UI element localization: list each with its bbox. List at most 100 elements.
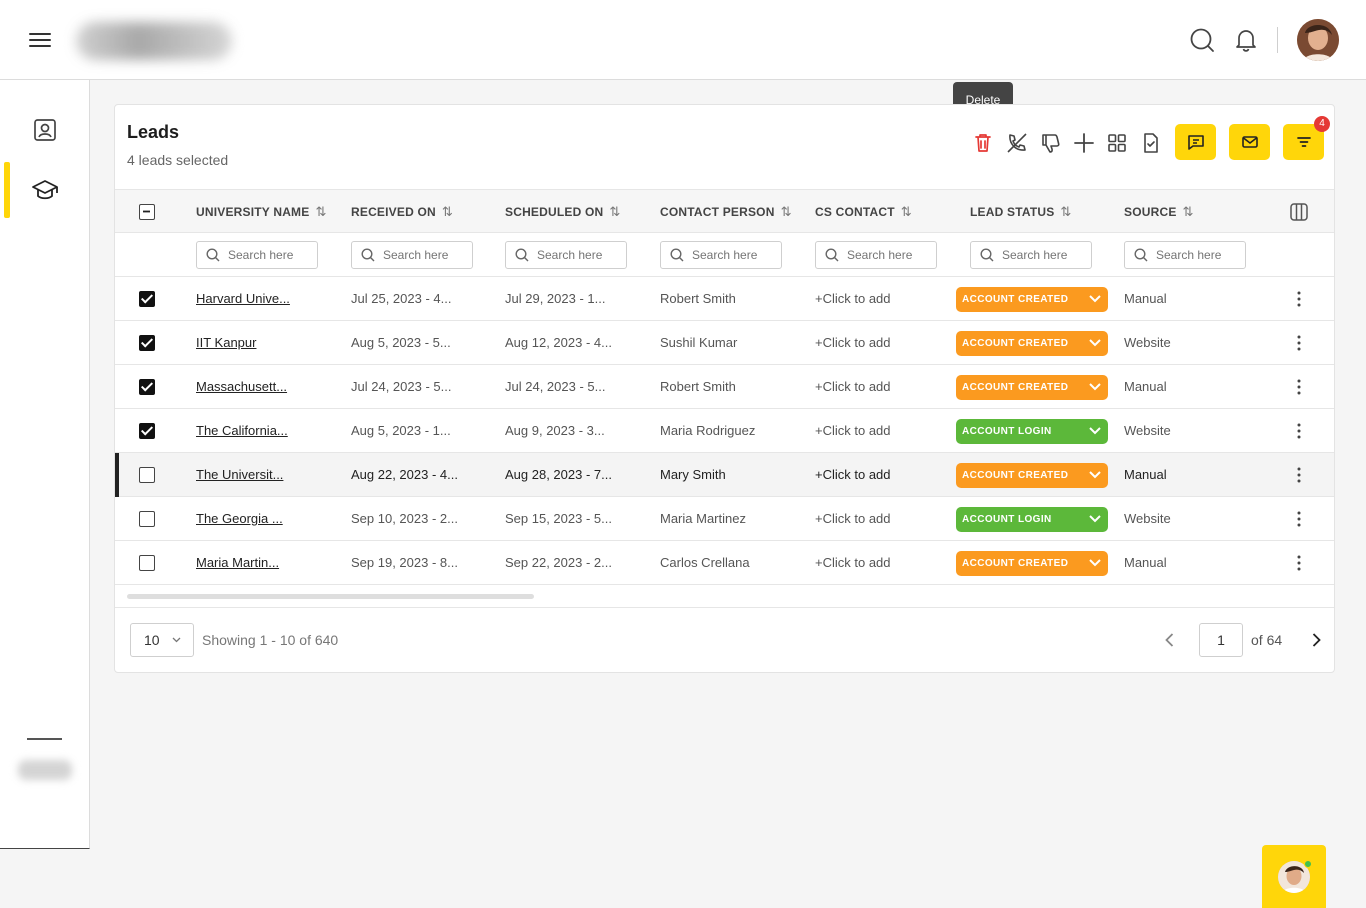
cs-contact-add[interactable]: +Click to add (815, 555, 891, 570)
email-button[interactable] (1229, 124, 1270, 160)
message-button[interactable] (1175, 124, 1216, 160)
sort-icon[interactable]: ⇅ (315, 204, 327, 219)
lead-status-dropdown[interactable]: ACCOUNT CREATED (956, 463, 1108, 488)
sidebar-item-contacts[interactable] (0, 102, 90, 158)
university-link[interactable]: Massachusett... (196, 379, 288, 394)
table-row[interactable]: Maria Martin... Sep 19, 2023 - 8... Sep 22… (115, 541, 1334, 585)
cs-contact-add[interactable]: +Click to add (815, 291, 891, 306)
page-size-select[interactable]: 10 (130, 623, 194, 657)
showing-range: Showing 1 - 10 of 640 (202, 632, 339, 648)
cs-contact-add[interactable]: +Click to add (815, 467, 891, 482)
received-on: Aug 5, 2023 - 5... (351, 335, 451, 350)
search-input-status[interactable] (970, 241, 1092, 269)
table-row[interactable]: The California... Aug 5, 2023 - 1... Aug 9… (115, 409, 1334, 453)
table-row[interactable]: IIT Kanpur Aug 5, 2023 - 5... Aug 12, 2023… (115, 321, 1334, 365)
search-icon[interactable] (1188, 26, 1216, 54)
received-on: Sep 19, 2023 - 8... (351, 555, 458, 570)
lead-status-dropdown[interactable]: ACCOUNT LOGIN (956, 419, 1108, 444)
contact-person: Robert Smith (660, 379, 736, 394)
total-pages: of 64 (1251, 632, 1283, 648)
university-link[interactable]: The California... (196, 423, 288, 438)
row-checkbox[interactable] (139, 335, 155, 351)
sort-icon[interactable]: ⇅ (609, 204, 621, 219)
column-header-cs-contact[interactable]: CS CONTACT ⇅ (815, 204, 912, 219)
table-row[interactable]: The Universit... Aug 22, 2023 - 4... Aug 2… (115, 453, 1334, 497)
lead-status-dropdown[interactable]: ACCOUNT CREATED (956, 375, 1108, 400)
row-checkbox[interactable] (139, 555, 155, 571)
scheduled-on: Jul 24, 2023 - 5... (505, 379, 606, 394)
lead-status-dropdown[interactable]: ACCOUNT LOGIN (956, 507, 1108, 532)
table-row[interactable]: Massachusett... Jul 24, 2023 - 5... Jul 24… (115, 365, 1334, 409)
filter-count-badge: 4 (1314, 116, 1330, 132)
select-all-checkbox[interactable] (139, 204, 155, 220)
thumbs-down-icon[interactable] (1039, 131, 1063, 155)
sidebar-item-universities[interactable] (0, 162, 90, 218)
horizontal-scrollbar[interactable] (127, 594, 534, 599)
bell-icon[interactable] (1232, 26, 1260, 54)
more-options-icon[interactable] (1291, 553, 1307, 573)
table-row[interactable]: The Georgia ... Sep 10, 2023 - 2... Sep 15… (115, 497, 1334, 541)
row-checkbox[interactable] (139, 379, 155, 395)
page-number-input[interactable]: 1 (1199, 623, 1243, 657)
sort-icon[interactable]: ⇅ (441, 204, 453, 219)
filter-button[interactable]: 4 (1283, 116, 1330, 160)
university-link[interactable]: The Universit... (196, 467, 284, 482)
university-link[interactable]: The Georgia ... (196, 511, 283, 526)
column-header-university[interactable]: UNIVERSITY NAME ⇅ (196, 204, 327, 219)
selection-count: 4 leads selected (127, 152, 229, 168)
sidebar-footer (18, 760, 72, 780)
sort-icon[interactable]: ⇅ (1060, 204, 1072, 219)
add-icon[interactable] (1072, 131, 1096, 155)
search-input-received[interactable] (351, 241, 473, 269)
cs-contact-add[interactable]: +Click to add (815, 511, 891, 526)
previous-page-button[interactable] (1161, 631, 1179, 649)
chat-support-button[interactable] (1262, 845, 1326, 908)
search-input-cs-contact[interactable] (815, 241, 937, 269)
more-options-icon[interactable] (1291, 377, 1307, 397)
columns-icon[interactable] (1290, 203, 1308, 221)
more-options-icon[interactable] (1291, 289, 1307, 309)
column-header-scheduled[interactable]: SCHEDULED ON ⇅ (505, 204, 621, 219)
university-link[interactable]: IIT Kanpur (196, 335, 257, 350)
sort-icon[interactable]: ⇅ (1182, 204, 1194, 219)
row-checkbox[interactable] (139, 423, 155, 439)
lead-source: Manual (1124, 291, 1167, 306)
university-link[interactable]: Harvard Unive... (196, 291, 290, 306)
call-off-icon[interactable] (1005, 131, 1029, 155)
next-page-button[interactable] (1307, 631, 1325, 649)
column-header-status[interactable]: LEAD STATUS ⇅ (970, 204, 1072, 219)
search-input-source[interactable] (1124, 241, 1246, 269)
search-input-university[interactable] (196, 241, 318, 269)
lead-status-dropdown[interactable]: ACCOUNT CREATED (956, 551, 1108, 576)
sort-icon[interactable]: ⇅ (780, 204, 792, 219)
hamburger-icon[interactable] (26, 28, 54, 52)
cs-contact-add[interactable]: +Click to add (815, 379, 891, 394)
more-options-icon[interactable] (1291, 333, 1307, 353)
column-header-contact[interactable]: CONTACT PERSON ⇅ (660, 204, 792, 219)
row-checkbox[interactable] (139, 291, 155, 307)
file-check-icon[interactable] (1139, 131, 1163, 155)
brand-logo[interactable] (76, 22, 232, 60)
column-header-received[interactable]: RECEIVED ON ⇅ (351, 204, 453, 219)
user-avatar[interactable] (1297, 19, 1339, 61)
cs-contact-add[interactable]: +Click to add (815, 423, 891, 438)
row-checkbox[interactable] (139, 511, 155, 527)
more-options-icon[interactable] (1291, 509, 1307, 529)
table-row[interactable]: Harvard Unive... Jul 25, 2023 - 4... Jul 2… (115, 277, 1334, 321)
grid-view-icon[interactable] (1105, 131, 1129, 155)
cs-contact-add[interactable]: +Click to add (815, 335, 891, 350)
lead-status-dropdown[interactable]: ACCOUNT CREATED (956, 331, 1108, 356)
lead-source: Manual (1124, 467, 1167, 482)
column-header-source[interactable]: SOURCE ⇅ (1124, 204, 1194, 219)
university-link[interactable]: Maria Martin... (196, 555, 280, 570)
chevron-down-icon (172, 637, 181, 643)
more-options-icon[interactable] (1291, 421, 1307, 441)
search-input-scheduled[interactable] (505, 241, 627, 269)
delete-icon[interactable] (971, 131, 995, 155)
search-input-contact[interactable] (660, 241, 782, 269)
more-options-icon[interactable] (1291, 465, 1307, 485)
row-checkbox[interactable] (139, 467, 155, 483)
sort-icon[interactable]: ⇅ (900, 204, 912, 219)
received-on: Sep 10, 2023 - 2... (351, 511, 458, 526)
lead-status-dropdown[interactable]: ACCOUNT CREATED (956, 287, 1108, 312)
